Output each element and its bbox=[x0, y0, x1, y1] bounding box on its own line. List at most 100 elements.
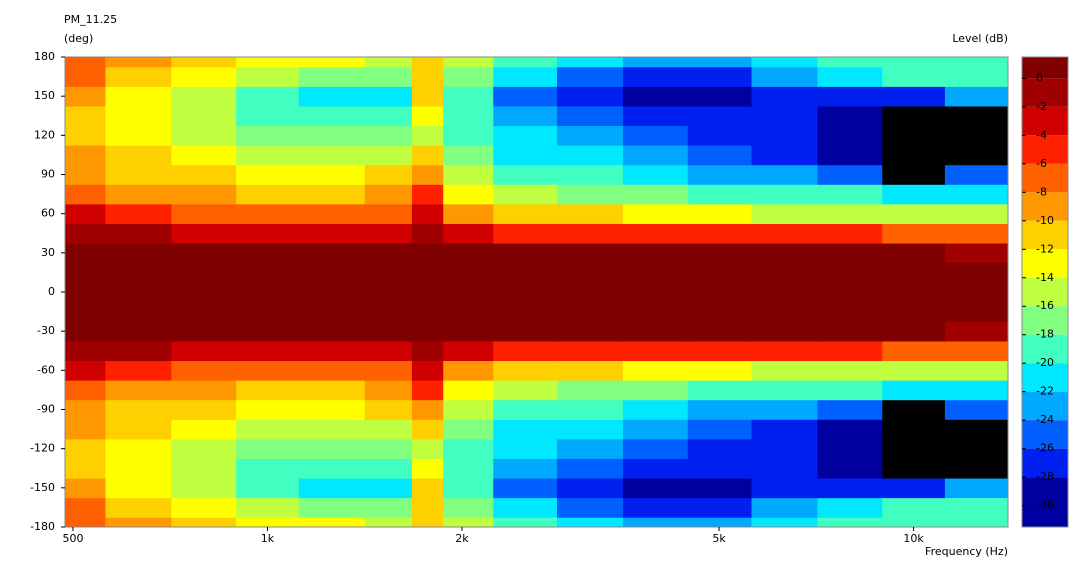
heat-cell bbox=[236, 399, 300, 420]
heat-cell bbox=[443, 399, 494, 420]
heat-cell bbox=[443, 478, 494, 499]
heat-cell bbox=[443, 86, 494, 107]
heat-cell bbox=[65, 438, 106, 459]
heat-cell bbox=[298, 438, 366, 459]
heat-cell bbox=[105, 360, 172, 381]
colorbar-band bbox=[1022, 163, 1068, 193]
heat-cell bbox=[817, 399, 883, 420]
heat-cell bbox=[105, 86, 172, 107]
heat-cell bbox=[751, 66, 818, 87]
colorbar-frame bbox=[1021, 56, 1069, 528]
heat-cell bbox=[411, 243, 444, 264]
colorbar-tick-label: -22 bbox=[1036, 385, 1054, 398]
heat-cell bbox=[622, 262, 689, 283]
heat-cell bbox=[687, 282, 753, 303]
heat-cell bbox=[493, 57, 558, 68]
colorbar-tick-label: -18 bbox=[1036, 328, 1054, 341]
heat-cell bbox=[443, 184, 494, 205]
heat-cell bbox=[105, 223, 172, 244]
heat-cell bbox=[298, 184, 366, 205]
heat-cell bbox=[493, 66, 558, 87]
heat-cell bbox=[557, 57, 624, 68]
heat-cell bbox=[171, 301, 237, 322]
heat-cell bbox=[622, 164, 689, 185]
heat-cell bbox=[298, 262, 366, 283]
heat-cell bbox=[622, 399, 689, 420]
heat-cell bbox=[65, 399, 106, 420]
heat-cell bbox=[557, 399, 624, 420]
heat-cell bbox=[171, 223, 237, 244]
heat-cell bbox=[687, 125, 753, 146]
heat-cell bbox=[944, 105, 1009, 127]
heat-cell bbox=[364, 105, 413, 127]
heat-cell bbox=[944, 399, 1009, 420]
heat-cell bbox=[411, 380, 444, 401]
colorbar-tick-label: -2 bbox=[1036, 100, 1047, 113]
heat-cell bbox=[364, 223, 413, 244]
heat-cell bbox=[411, 478, 444, 499]
colorbar-tick-label: -30 bbox=[1036, 499, 1054, 512]
colorbar-tick-label: -20 bbox=[1036, 356, 1054, 369]
heat-cell bbox=[443, 438, 494, 459]
heat-cell bbox=[944, 360, 1009, 381]
heat-cell bbox=[298, 399, 366, 420]
x-tick-label: 5k bbox=[712, 532, 726, 545]
heat-cell bbox=[298, 301, 366, 322]
colorbar-band bbox=[1022, 363, 1068, 392]
heat-cell bbox=[364, 282, 413, 303]
heat-cell bbox=[65, 360, 106, 381]
heat-cell bbox=[298, 321, 366, 342]
heat-cell bbox=[493, 301, 558, 322]
heat-cell bbox=[817, 517, 883, 528]
heat-cell bbox=[944, 262, 1009, 283]
heat-cell bbox=[105, 399, 172, 420]
heat-cell bbox=[751, 380, 818, 401]
heat-cell bbox=[105, 517, 172, 528]
heat-cell bbox=[65, 105, 106, 127]
heat-cell bbox=[687, 458, 753, 479]
heat-cell bbox=[817, 66, 883, 87]
y-tick-label: 30 bbox=[41, 246, 55, 259]
heat-cell bbox=[65, 223, 106, 244]
heat-cell bbox=[622, 438, 689, 459]
heat-cell bbox=[298, 458, 366, 479]
heat-cell bbox=[622, 282, 689, 303]
heat-cell bbox=[443, 57, 494, 68]
heat-cell bbox=[557, 438, 624, 459]
heat-cell bbox=[171, 262, 237, 283]
heat-cell bbox=[298, 145, 366, 166]
heat-cell bbox=[687, 497, 753, 518]
heat-cell bbox=[751, 478, 818, 499]
heat-cell bbox=[493, 458, 558, 479]
heat-cell bbox=[493, 380, 558, 401]
y-tick-label: -90 bbox=[37, 403, 55, 416]
heat-cell bbox=[443, 145, 494, 166]
heat-cell bbox=[65, 301, 106, 322]
heat-cell bbox=[493, 419, 558, 440]
heat-cell bbox=[751, 517, 818, 528]
heat-cell bbox=[687, 517, 753, 528]
heat-cell bbox=[443, 458, 494, 479]
heat-cell bbox=[493, 105, 558, 127]
heat-cell bbox=[443, 360, 494, 381]
heat-cell bbox=[493, 145, 558, 166]
heat-cell bbox=[236, 340, 300, 362]
heat-cell bbox=[298, 360, 366, 381]
heat-cell bbox=[171, 66, 237, 87]
heat-cell bbox=[65, 125, 106, 146]
heat-cell bbox=[622, 86, 689, 107]
x-tick-label: 2k bbox=[455, 532, 469, 545]
heat-cell bbox=[298, 86, 366, 107]
heat-cell bbox=[493, 86, 558, 107]
heat-cell bbox=[364, 203, 413, 224]
y-tick-label: 180 bbox=[34, 50, 55, 63]
y-tick-label: 60 bbox=[41, 207, 55, 220]
heat-cell bbox=[687, 438, 753, 459]
heat-cell bbox=[364, 57, 413, 68]
heat-cell bbox=[493, 340, 558, 362]
heat-cell bbox=[236, 145, 300, 166]
heat-cell bbox=[944, 243, 1009, 264]
heat-cell bbox=[557, 184, 624, 205]
heat-cell bbox=[236, 164, 300, 185]
heat-cell bbox=[171, 438, 237, 459]
